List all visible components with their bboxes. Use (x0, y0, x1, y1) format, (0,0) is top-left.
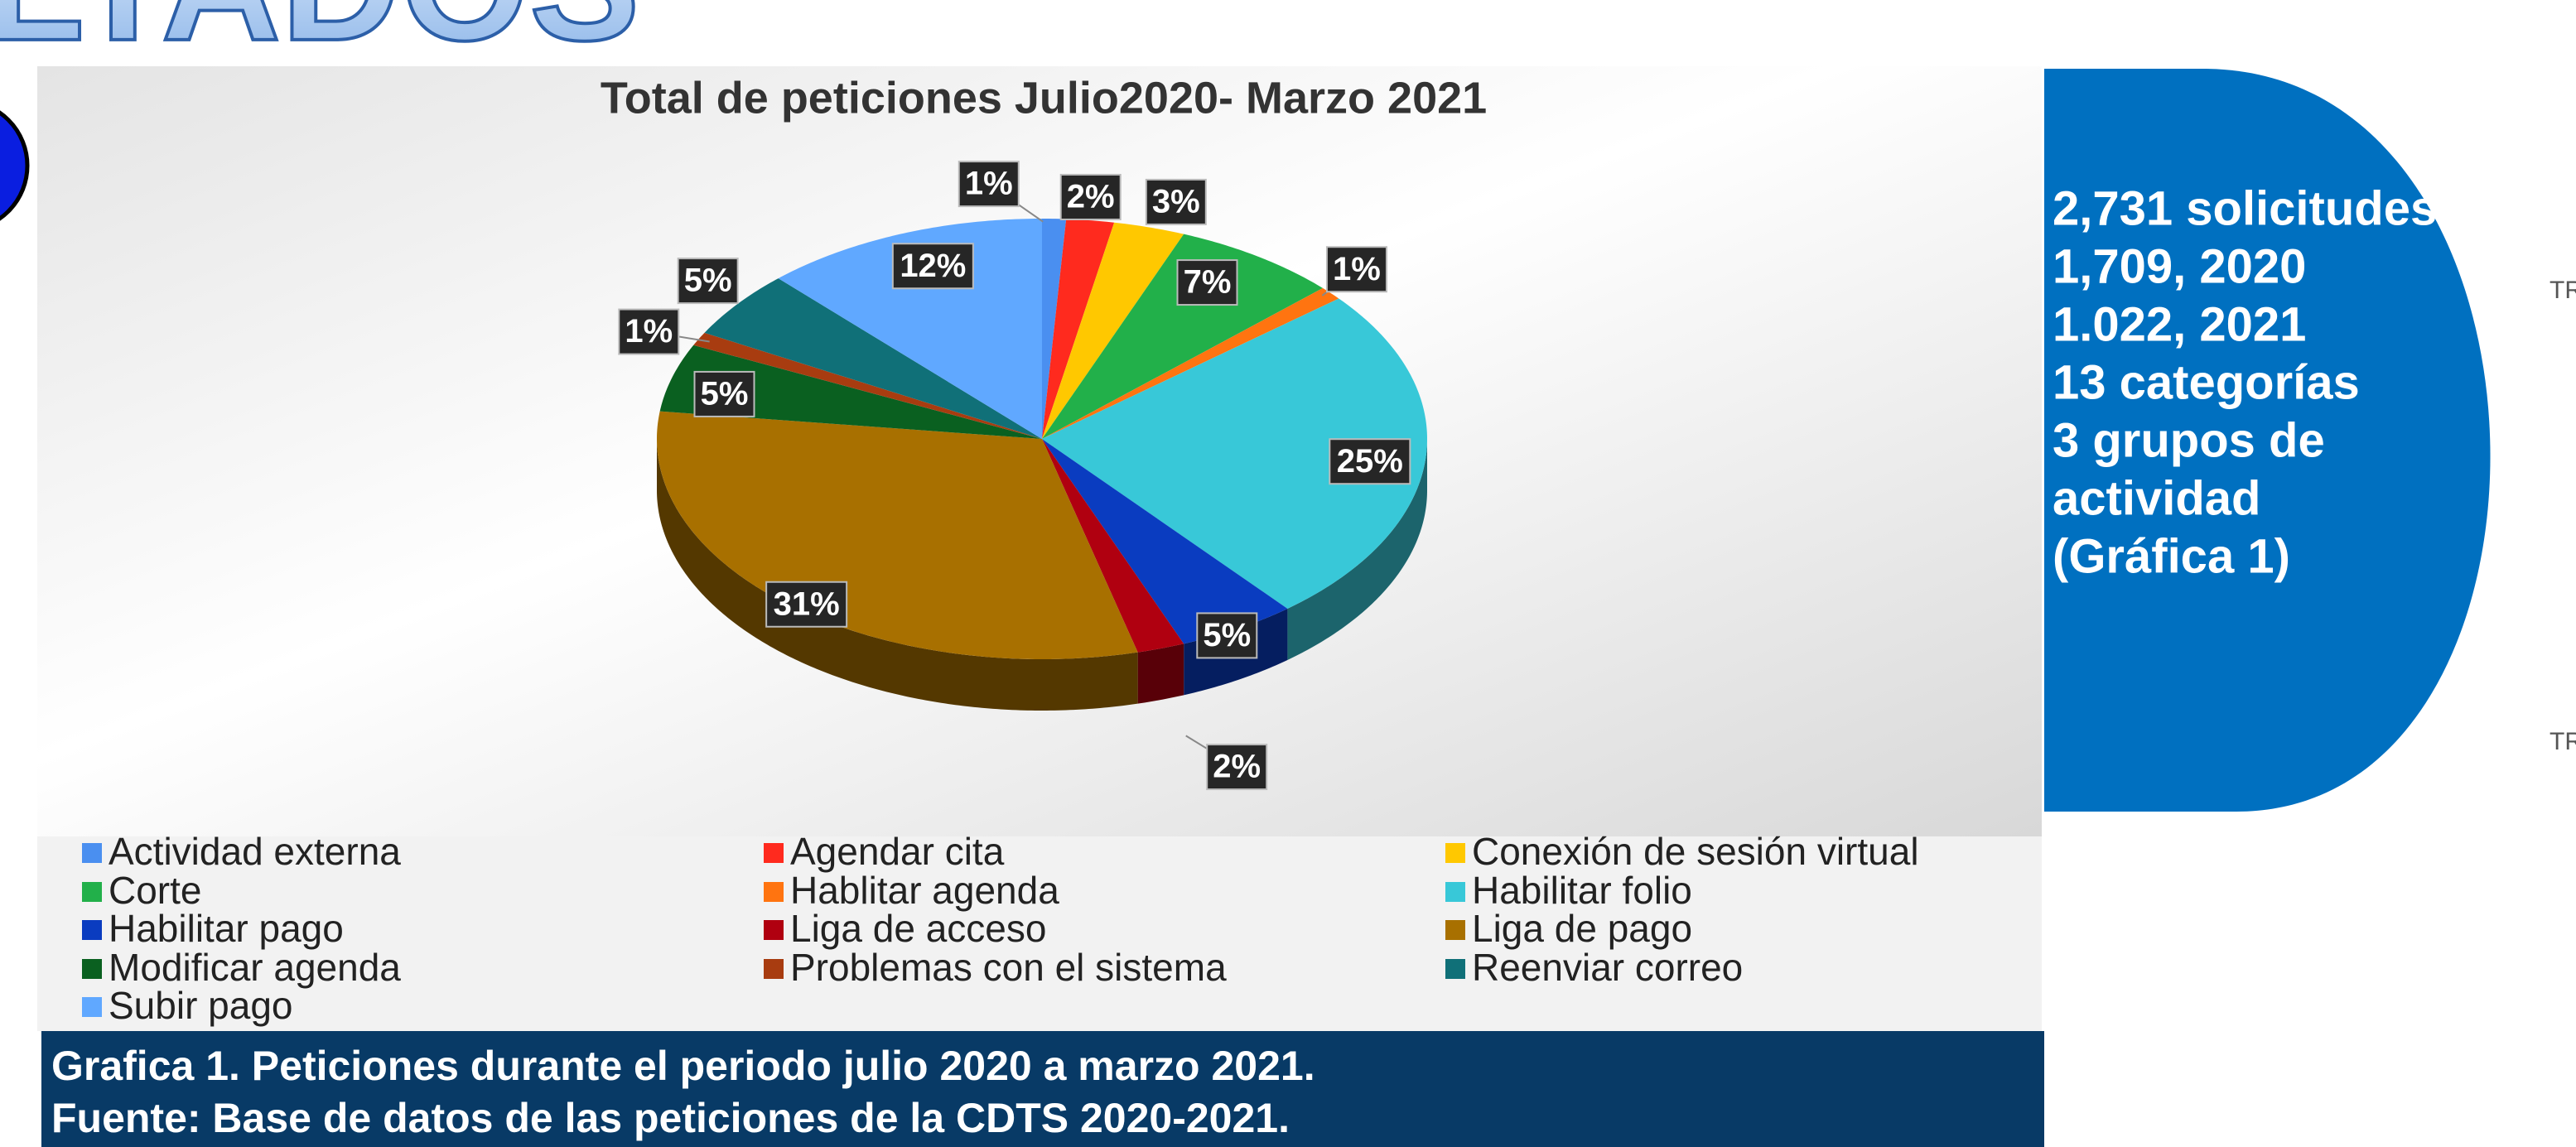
legend-swatch (82, 997, 102, 1017)
side-label: TR (2549, 277, 2576, 304)
legend-swatch (82, 882, 102, 902)
legend-label: Habilitar folio (1472, 869, 1692, 912)
pie-slice (659, 345, 1042, 439)
data-label-box (1145, 178, 1207, 225)
data-label-box (891, 243, 974, 290)
data-label-box (618, 308, 680, 355)
data-label: 1% (965, 166, 1013, 202)
panel-line: 1,709, 2020 (2053, 239, 2306, 293)
legend-label: Agendar cita (790, 830, 1005, 873)
data-label: 7% (1184, 264, 1232, 301)
caption-bar (41, 1031, 2044, 1147)
legend-swatch (1445, 882, 1465, 902)
pie-slice (1042, 298, 1427, 609)
legend-label: Reenviar correo (1472, 946, 1743, 989)
legend-label: Actividad externa (109, 830, 401, 873)
side-label: TR (2549, 728, 2576, 755)
data-label-box (693, 370, 755, 417)
legend-swatch (764, 882, 784, 902)
pie-slice (1042, 439, 1184, 653)
data-label-box (1196, 612, 1258, 659)
pie-slice (704, 278, 1042, 439)
pie-slice (1042, 219, 1067, 439)
pie-slice (693, 332, 1042, 439)
data-label-box (677, 258, 739, 305)
data-label: 2% (1213, 749, 1261, 785)
header: LTADOS (0, 0, 639, 75)
data-label: 1% (1333, 251, 1381, 287)
data-label-box (1176, 259, 1238, 306)
circle-decor (0, 110, 30, 221)
pie-slice-side (1137, 643, 1184, 704)
data-label-box (958, 161, 1020, 208)
legend-area (37, 836, 2042, 1031)
legend-label: Subir pago (109, 984, 293, 1027)
data-label: 25% (1337, 443, 1403, 480)
data-label: 5% (684, 263, 732, 299)
data-label: 5% (701, 375, 749, 412)
pie-slice-side (657, 439, 1138, 711)
data-label: 12% (900, 248, 966, 284)
legend-label: Problemas con el sistema (790, 946, 1227, 989)
legend-swatch (764, 920, 784, 940)
data-label-box (765, 581, 848, 628)
data-label: 2% (1067, 179, 1115, 215)
legend-label: Conexión de sesión virtual (1472, 830, 1919, 873)
pie-slice (1042, 439, 1288, 644)
data-label: 3% (1152, 183, 1200, 219)
info-panel (2044, 69, 2491, 812)
legend-swatch (764, 843, 784, 863)
legend-swatch (1445, 843, 1465, 863)
panel-line: (Gráfica 1) (2053, 529, 2290, 583)
legend-swatch (82, 959, 102, 979)
data-label: 5% (1203, 617, 1251, 653)
data-label-box (1329, 438, 1411, 485)
pie-slice-side (1287, 439, 1427, 660)
data-label-box (1059, 173, 1122, 220)
legend-label: Liga de pago (1472, 907, 1692, 950)
panel-line: 2,731 solicitudes (2053, 181, 2437, 235)
legend-swatch (82, 920, 102, 940)
legend-swatch (82, 843, 102, 863)
pie-slice (1042, 287, 1339, 439)
panel-line: 13 categorías (2053, 355, 2360, 409)
panel-line: 1.022, 2021 (2053, 297, 2306, 351)
legend-label: Liga de acceso (790, 907, 1046, 950)
pie-slice (1042, 222, 1184, 439)
legend-label: Modificar agenda (109, 946, 401, 989)
pie-slice (1042, 219, 1115, 439)
caption-line: Fuente: Base de datos de las peticiones … (51, 1095, 1290, 1141)
legend-label: Habilitar pago (109, 907, 344, 950)
legend-swatch (1445, 959, 1465, 979)
data-label: 1% (625, 313, 673, 349)
data-label: 31% (774, 586, 840, 622)
chart-title: Total de peticiones Julio2020- Marzo 202… (601, 73, 1487, 123)
legend-swatch (1445, 920, 1465, 940)
caption-line: Grafica 1. Peticiones durante el periodo… (51, 1043, 1315, 1089)
pie: 1% 2% 3% 7% 1% 25% 5% 2% 31% 5% 1% 5% 12% (618, 161, 1427, 791)
legend-swatch (764, 959, 784, 979)
data-label-box (1325, 246, 1387, 293)
legend-label: Hablitar agenda (790, 869, 1059, 912)
pie-slice (1042, 234, 1323, 439)
pie-slice (778, 219, 1042, 439)
legend: Actividad externa Agendar cita Conexión de… (82, 830, 1919, 1027)
legend-label: Corte (109, 869, 201, 912)
panel-line: actividad (2053, 471, 2260, 525)
panel-line: 3 grupos de (2053, 413, 2325, 467)
data-label-box (1206, 744, 1268, 791)
